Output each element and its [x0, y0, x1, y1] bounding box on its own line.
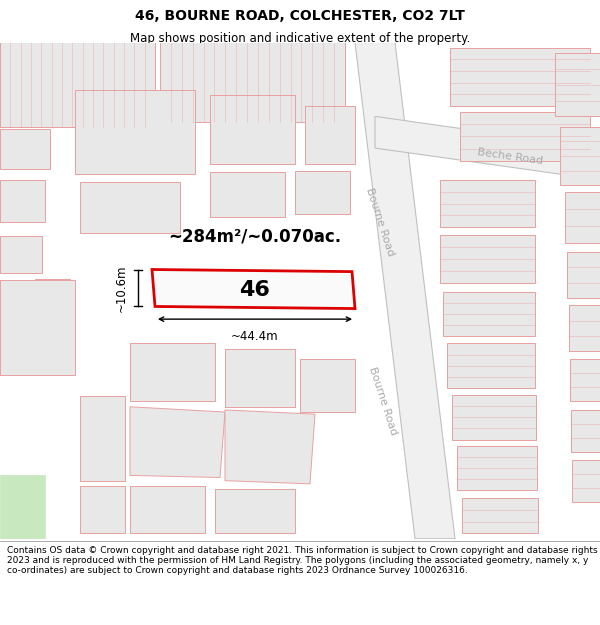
Polygon shape — [570, 359, 600, 401]
Polygon shape — [555, 53, 600, 116]
Polygon shape — [450, 48, 590, 106]
Polygon shape — [0, 42, 155, 127]
Polygon shape — [210, 95, 295, 164]
Text: Bourne Road: Bourne Road — [364, 186, 396, 258]
Polygon shape — [152, 269, 355, 309]
Polygon shape — [440, 180, 535, 228]
Polygon shape — [300, 359, 355, 412]
Polygon shape — [75, 90, 195, 174]
Polygon shape — [225, 349, 295, 407]
Polygon shape — [457, 446, 537, 490]
Polygon shape — [443, 292, 535, 336]
Polygon shape — [560, 127, 600, 185]
Polygon shape — [295, 171, 350, 214]
Polygon shape — [565, 192, 600, 243]
Polygon shape — [0, 180, 45, 222]
Text: ~44.4m: ~44.4m — [231, 330, 279, 342]
Text: ~284m²/~0.070ac.: ~284m²/~0.070ac. — [168, 228, 341, 245]
Text: 46, BOURNE ROAD, COLCHESTER, CO2 7LT: 46, BOURNE ROAD, COLCHESTER, CO2 7LT — [135, 9, 465, 23]
Polygon shape — [567, 251, 600, 298]
Polygon shape — [460, 112, 590, 161]
Polygon shape — [225, 410, 315, 484]
Polygon shape — [440, 234, 535, 283]
Polygon shape — [0, 129, 50, 169]
Polygon shape — [447, 343, 535, 388]
Polygon shape — [571, 410, 600, 452]
Polygon shape — [35, 279, 70, 309]
Polygon shape — [355, 42, 455, 539]
Polygon shape — [462, 498, 538, 534]
Polygon shape — [305, 106, 355, 164]
Polygon shape — [215, 489, 295, 534]
Text: Map shows position and indicative extent of the property.: Map shows position and indicative extent… — [130, 32, 470, 45]
Polygon shape — [130, 407, 225, 478]
Polygon shape — [130, 486, 205, 534]
Polygon shape — [80, 396, 125, 481]
Polygon shape — [80, 182, 180, 232]
Text: Bourne Road: Bourne Road — [367, 366, 399, 437]
Polygon shape — [0, 476, 45, 539]
Polygon shape — [569, 306, 600, 351]
Polygon shape — [210, 173, 285, 217]
Text: Contains OS data © Crown copyright and database right 2021. This information is : Contains OS data © Crown copyright and d… — [7, 546, 598, 576]
Text: Beche Road: Beche Road — [476, 147, 544, 166]
Text: ~10.6m: ~10.6m — [115, 265, 128, 312]
Polygon shape — [375, 116, 600, 180]
Polygon shape — [452, 395, 536, 439]
Polygon shape — [0, 280, 75, 375]
Polygon shape — [80, 486, 125, 534]
Polygon shape — [0, 236, 42, 272]
Text: 46: 46 — [239, 279, 271, 299]
Polygon shape — [160, 42, 345, 122]
Polygon shape — [130, 343, 215, 401]
Polygon shape — [572, 459, 600, 502]
